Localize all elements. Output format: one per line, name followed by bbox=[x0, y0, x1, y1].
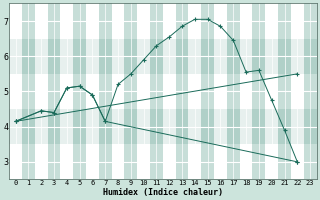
Bar bbox=[9, 144, 316, 179]
Bar bbox=[265, 3, 278, 179]
Bar bbox=[278, 3, 291, 179]
Bar bbox=[9, 74, 316, 109]
Bar bbox=[9, 3, 316, 39]
Bar bbox=[9, 39, 316, 74]
Bar bbox=[252, 3, 265, 179]
Bar bbox=[201, 3, 214, 179]
Bar bbox=[176, 3, 188, 179]
Bar bbox=[227, 3, 240, 179]
Bar bbox=[188, 3, 201, 179]
Bar bbox=[60, 3, 73, 179]
X-axis label: Humidex (Indice chaleur): Humidex (Indice chaleur) bbox=[103, 188, 223, 197]
Bar bbox=[22, 3, 35, 179]
Bar bbox=[86, 3, 99, 179]
Bar bbox=[304, 3, 316, 179]
Bar bbox=[124, 3, 137, 179]
Bar bbox=[240, 3, 252, 179]
Bar bbox=[35, 3, 48, 179]
Bar bbox=[9, 109, 316, 144]
Bar bbox=[48, 3, 60, 179]
Bar bbox=[214, 3, 227, 179]
Bar bbox=[150, 3, 163, 179]
Bar bbox=[99, 3, 112, 179]
Bar bbox=[291, 3, 304, 179]
Bar bbox=[73, 3, 86, 179]
Bar bbox=[112, 3, 124, 179]
Bar bbox=[9, 3, 22, 179]
Bar bbox=[137, 3, 150, 179]
Bar bbox=[163, 3, 176, 179]
